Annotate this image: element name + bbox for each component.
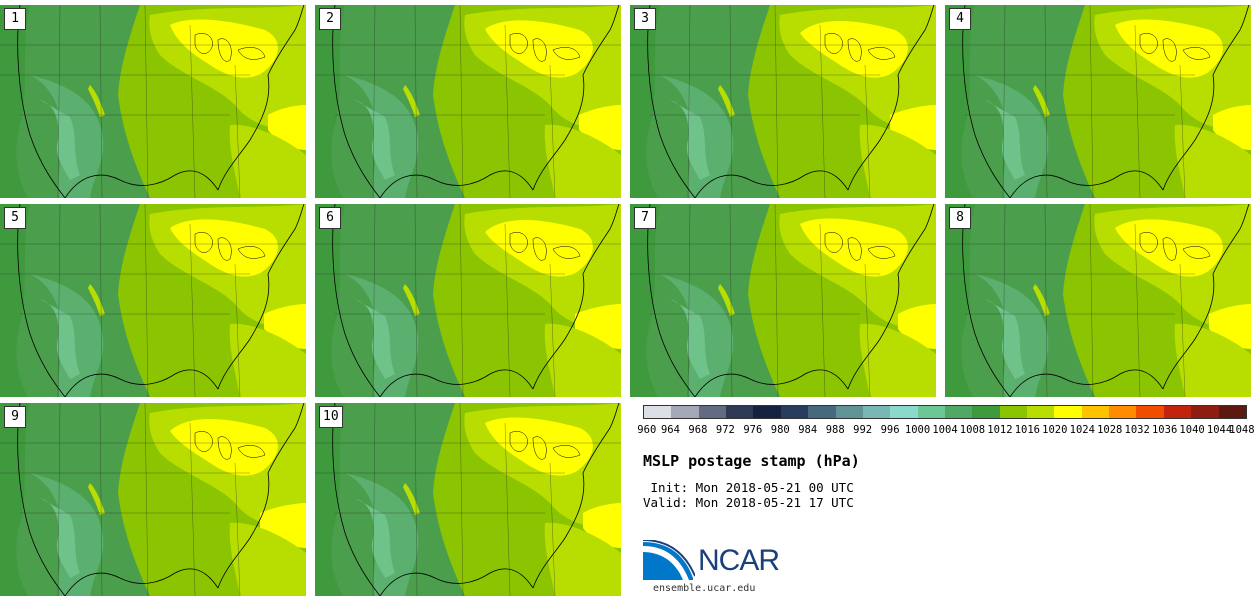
pressure-colorbar [643,405,1247,419]
mslp-map [0,5,306,198]
colorbar-ticks: 960 964 968 972 976 980 984 988 992 996 1000 1004 10… [637,424,1254,438]
map-panel-6: 6 [315,204,621,397]
colorbar-tick-label: 976 [743,424,763,436]
colorbar-tick-label: 1024 [1069,424,1095,436]
colorbar-tick-label: 1016 [1014,424,1041,436]
map-panel-3: 3 [630,5,936,198]
colorbar-tick-label: 996 [880,424,900,436]
colorbar-tick-label: 964 [660,424,680,436]
ncar-logo-text: NCAR [698,544,780,577]
panel-number-label: 5 [4,207,26,229]
colorbar-swatch [890,406,918,418]
colorbar-swatch [972,406,1000,418]
colorbar-swatch [1054,406,1082,418]
colorbar-tick-label: 972 [715,424,735,436]
colorbar-swatch [944,406,973,418]
colorbar-tick-label: 1000 [904,424,931,436]
colorbar-tick-label: 968 [688,424,708,436]
colorbar-swatch [917,406,945,418]
panel-number-label: 9 [4,406,26,428]
mslp-map [0,204,306,397]
site-url: ensemble.ucar.edu [653,583,756,594]
colorbar-swatch [726,406,754,418]
map-panel-9: 9 [0,403,306,596]
colorbar-tick-label: 1004 [932,424,958,436]
map-panel-4: 4 [945,5,1251,198]
colorbar-swatch [1109,406,1137,418]
colorbar-swatch [1027,406,1055,418]
mslp-map [315,204,621,397]
colorbar-tick-label: 1028 [1097,424,1123,436]
colorbar-swatch [644,406,672,418]
colorbar-swatch [1163,406,1192,418]
panel-number-label: 1 [4,8,26,30]
mslp-map [0,403,306,596]
colorbar-tick-label: 1012 [987,424,1013,436]
colorbar-swatch [1081,406,1110,418]
colorbar-tick-label: 1008 [959,424,986,436]
colorbar-swatch [1191,406,1219,418]
map-panel-10: 10 [315,403,621,596]
mslp-map [945,204,1251,397]
panel-number-label: 10 [319,406,343,428]
colorbar-tick-label: 984 [798,424,818,436]
colorbar-tick-label: 1036 [1151,424,1178,436]
colorbar-swatch [835,406,863,418]
map-panel-1: 1 [0,5,306,198]
mslp-map [315,403,621,596]
panel-number-label: 3 [634,8,656,30]
colorbar-tick-label: 988 [825,424,845,436]
colorbar-tick-label: 1032 [1124,424,1150,436]
colorbar-tick-label: 960 [637,424,657,436]
colorbar-swatch [671,406,699,418]
colorbar-swatch [808,406,836,418]
colorbar-swatch [753,406,781,418]
colorbar-tick-label: 1048 [1229,424,1255,436]
map-panel-5: 5 [0,204,306,397]
ncar-swoosh-icon [642,539,696,580]
colorbar-swatch [780,406,809,418]
colorbar-tick-label: 1044 [1206,424,1233,436]
colorbar-swatch [1136,406,1164,418]
mslp-map [630,5,936,198]
mslp-map [315,5,621,198]
colorbar-tick-label: 1020 [1042,424,1068,436]
panel-number-label: 7 [634,207,656,229]
colorbar-tick-label: 992 [853,424,873,436]
chart-title: MSLP postage stamp (hPa) [643,452,860,470]
map-panel-8: 8 [945,204,1251,397]
panel-number-label: 6 [319,207,341,229]
colorbar-swatch [698,406,727,418]
ncar-logo: NCAR [642,539,793,584]
panel-number-label: 4 [949,8,971,30]
colorbar-swatch [999,406,1028,418]
colorbar-tick-label: 980 [770,424,790,436]
panel-number-label: 2 [319,8,341,30]
colorbar-tick-label: 1040 [1179,424,1205,436]
map-panel-2: 2 [315,5,621,198]
mslp-map [630,204,936,397]
panel-number-label: 8 [949,207,971,229]
mslp-map [945,5,1251,198]
colorbar-swatch [1218,406,1246,418]
colorbar-swatch [862,406,891,418]
valid-time: Valid: Mon 2018-05-21 17 UTC [643,495,854,510]
map-panel-7: 7 [630,204,936,397]
init-time: Init: Mon 2018-05-21 00 UTC [643,480,854,495]
